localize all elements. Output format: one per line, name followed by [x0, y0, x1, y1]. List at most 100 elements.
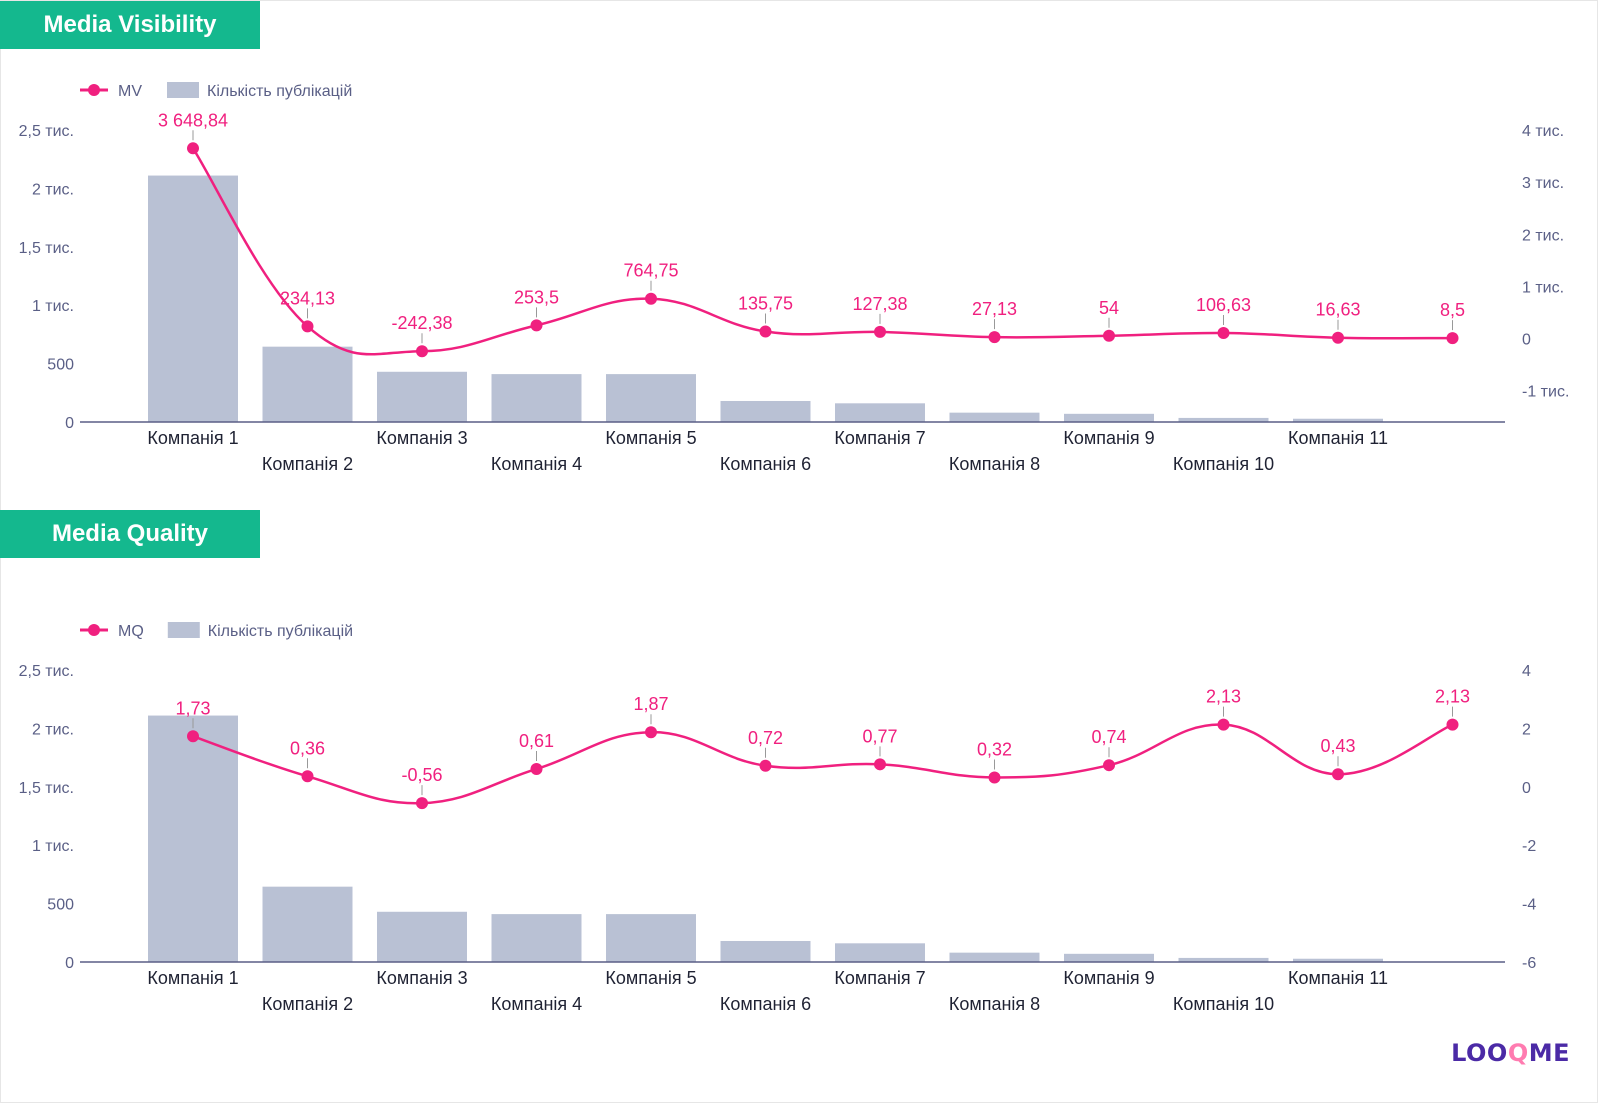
right-axis-tick-label: -1 тис. — [1522, 384, 1569, 401]
x-tick-label: Компанія 8 — [949, 994, 1040, 1014]
data-label: 1,87 — [633, 694, 668, 714]
legend-bar-swatch — [167, 622, 200, 638]
left-axis-tick-label: 1 тис. — [32, 838, 74, 855]
legend-bar-label: Кількість публікацій — [207, 83, 352, 100]
line-point — [645, 726, 657, 739]
media-visibility-chart: MV Кількість публікацій 0 500 1 тис. 1,5 тис.… — [19, 82, 1569, 474]
line-point — [530, 319, 543, 332]
data-label: 135,75 — [738, 293, 793, 313]
data-label: -242,38 — [391, 313, 452, 333]
bar — [835, 403, 925, 422]
right-axis-tick-label: -6 — [1522, 955, 1536, 972]
x-tick-label: Компанія 7 — [834, 428, 925, 448]
bar — [491, 374, 582, 422]
data-label: 0,61 — [519, 731, 554, 751]
x-tick-label: Компанія 9 — [1063, 428, 1154, 448]
bar — [1293, 958, 1383, 962]
left-axis-tick-label: 2 тис. — [32, 721, 74, 738]
bar — [1178, 417, 1269, 422]
bar — [949, 952, 1040, 962]
x-tick-label: Компанія 1 — [147, 428, 238, 448]
x-tick-label: Компанія 11 — [1288, 968, 1388, 988]
data-label: 27,13 — [972, 299, 1017, 319]
line-point — [301, 320, 314, 333]
media-quality-title: Media Quality — [0, 510, 260, 558]
legend-line-label: MQ — [118, 623, 144, 640]
bar — [377, 911, 467, 962]
x-tick-label: Компанія 5 — [605, 428, 696, 448]
data-label: 0,72 — [748, 728, 783, 748]
legend-line-label: MV — [118, 83, 142, 100]
data-label: 1,73 — [175, 698, 210, 718]
data-label: 8,5 — [1440, 300, 1465, 320]
bar — [491, 914, 582, 962]
data-label: 106,63 — [1196, 295, 1251, 315]
data-label: 16,63 — [1315, 300, 1360, 320]
data-label: 54 — [1099, 298, 1119, 318]
x-tick-label: Компанія 7 — [834, 968, 925, 988]
media-quality-chart: MQ Кількість публікацій 0 500 1 тис. 1,5 тис.… — [19, 622, 1536, 1014]
line-point — [1103, 759, 1115, 772]
x-tick-label: Компанія 1 — [147, 968, 238, 988]
x-tick-label: Компанія 6 — [720, 454, 811, 474]
left-axis-tick-label: 2,5 тис. — [19, 123, 74, 140]
line-point — [874, 758, 886, 771]
bar — [1293, 418, 1383, 422]
right-axis-tick-label: -4 — [1522, 897, 1536, 914]
bar — [377, 371, 467, 422]
x-tick-label: Компанія 3 — [376, 968, 467, 988]
line-point — [187, 142, 199, 155]
legend: MV Кількість публікацій — [80, 82, 352, 100]
right-axis-tick-label: 1 тис. — [1522, 279, 1564, 296]
x-tick-label: Компанія 9 — [1063, 968, 1154, 988]
left-axis-tick-label: 2,5 тис. — [19, 663, 74, 680]
data-label: 3 648,84 — [158, 110, 228, 130]
line-point — [1446, 332, 1459, 345]
line-series — [191, 147, 1453, 356]
line-point — [530, 762, 543, 775]
line-point — [1103, 329, 1115, 342]
bar — [606, 914, 696, 962]
data-label: 0,32 — [977, 739, 1012, 759]
x-tick-label: Компанія 2 — [262, 454, 353, 474]
media-visibility-title: Media Visibility — [0, 1, 260, 49]
right-axis-tick-label: 0 — [1522, 780, 1531, 797]
data-label: 764,75 — [623, 261, 678, 281]
bar — [1178, 957, 1269, 962]
line-point — [416, 797, 428, 810]
line-point — [1332, 331, 1344, 344]
left-axis-tick-label: 500 — [47, 897, 74, 914]
line-point — [759, 325, 772, 338]
left-axis-tick-label: 2 тис. — [32, 181, 74, 198]
line-point — [759, 759, 772, 772]
bar — [1064, 953, 1154, 962]
bar — [606, 374, 696, 422]
x-tick-label: Компанія 4 — [491, 454, 582, 474]
x-tick-label: Компанія 4 — [491, 994, 582, 1014]
left-axis-tick-label: 1,5 тис. — [19, 240, 74, 257]
bar — [720, 940, 811, 962]
left-axis-tick-label: 1 тис. — [32, 298, 74, 315]
x-tick-label: Компанія 6 — [720, 994, 811, 1014]
left-axis-tick-label: 500 — [47, 357, 74, 374]
data-label: 234,13 — [280, 288, 335, 308]
legend-bar-label: Кількість публікацій — [208, 623, 353, 640]
x-tick-label: Компанія 3 — [376, 428, 467, 448]
data-label: 253,5 — [514, 287, 559, 307]
right-axis-tick-label: 2 тис. — [1522, 227, 1564, 244]
line-point — [1332, 768, 1344, 781]
right-axis-tick-label: 4 — [1522, 663, 1531, 680]
right-axis-tick-label: -2 — [1522, 838, 1536, 855]
bar — [720, 400, 811, 422]
legend-bar-swatch — [167, 82, 199, 98]
line-point — [988, 331, 1001, 344]
legend-line-marker — [88, 624, 100, 636]
right-axis-tick-label: 3 тис. — [1522, 175, 1564, 192]
bar — [262, 886, 353, 962]
line-point — [416, 345, 428, 358]
data-label: 127,38 — [852, 294, 907, 314]
line-point — [988, 771, 1001, 784]
x-tick-label: Компанія 10 — [1173, 994, 1274, 1014]
bar — [1064, 413, 1154, 422]
looqme-logo: LOOQME — [1451, 1039, 1570, 1067]
